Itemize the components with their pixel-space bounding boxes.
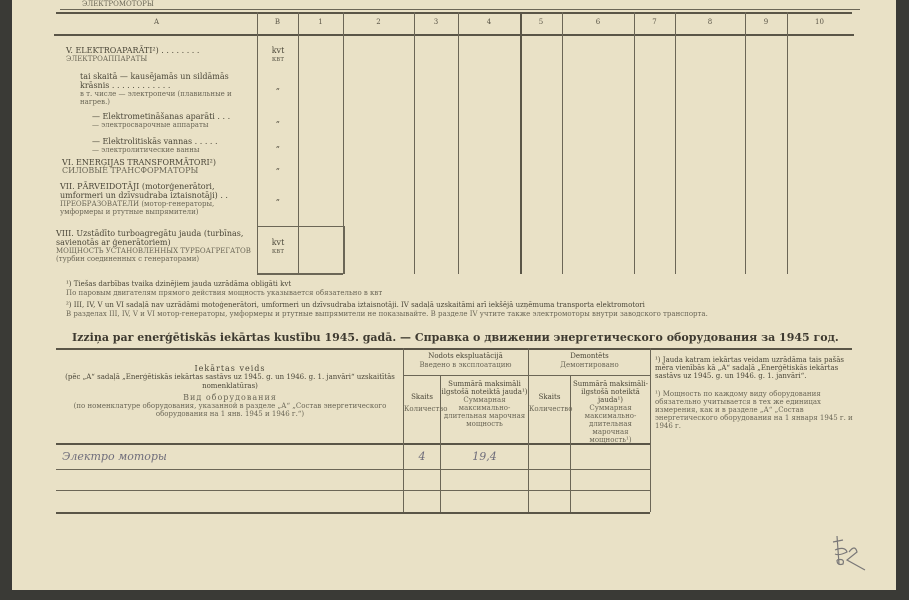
- col-header-9: 9: [763, 18, 769, 26]
- col-header-a: A: [153, 18, 160, 26]
- col-header-8: 8: [707, 18, 713, 26]
- row-electrolytic: — Elektrolitiskās vannas . . . . . — элек…: [92, 137, 218, 154]
- col-header-b: B: [274, 18, 281, 26]
- row-turbo-units: VIII. Uzstādīto turboagregātu jauda (tur…: [56, 229, 251, 263]
- equipment-type-header: Iekārtas veids (pēc „A“ sadaļā „Enerģēti…: [65, 364, 395, 418]
- footnote-2: ²) III, IV, V un VI sadaļā nav uzrādāmi …: [66, 301, 708, 318]
- document-page: [12, 0, 896, 590]
- dismantled-power-header: Summārā maksimāli-ilgstošā noteiktā jaud…: [572, 380, 649, 444]
- col-header-10: 10: [815, 18, 824, 26]
- col-header-4: 4: [486, 18, 492, 26]
- side-note-lv: ¹) Jauda katram iekārtas veidam uzrādāma…: [655, 356, 844, 380]
- row-converters: VII. PĀRVEIDOTĀJI (motorģenerātori, umfo…: [60, 182, 228, 216]
- row-transformers: VI. ENERĢIJAS TRANSFORMĀTORI²) СИЛОВЫЕ ТР…: [62, 158, 216, 175]
- section-title: Izziņa par enerģētiskās iekārtas kustību…: [72, 331, 839, 344]
- commissioned-count-header: Skaits Количество: [404, 393, 448, 413]
- equipment-type-value: Электро моторы: [62, 450, 167, 463]
- footnote-1: ¹) Tiešas darbības tvaika dzinējiem jaud…: [66, 280, 383, 297]
- dismantled-header: Demontēts Демонтировано: [560, 352, 619, 369]
- cut-row-label: ЭЛЕКТРОМОТОРЫ: [82, 0, 154, 8]
- commissioned-count-value: 4: [418, 450, 426, 463]
- row-electroapparatus: V. ELEKTROAPARĀTI²) . . . . . . . . ЭЛЕКТ…: [66, 46, 200, 63]
- col-header-7: 7: [652, 18, 657, 26]
- row-welding: — Elektrometināšanas aparāti . . . — элек…: [92, 112, 231, 129]
- col-header-5: 5: [538, 18, 544, 26]
- commissioned-power-header: Summārā maksimāli ilgstošā noteiktā jaud…: [441, 380, 528, 428]
- row-furnaces: tai skaitā — kausējamās un sildāmās krās…: [80, 72, 232, 106]
- dismantled-count-header: Skaits Количество: [529, 393, 573, 413]
- col-header-2: 2: [376, 18, 381, 26]
- col-header-6: 6: [595, 18, 601, 26]
- signature: [832, 535, 866, 571]
- commissioned-power-value: 19,4: [472, 450, 497, 463]
- col-header-3: 3: [433, 18, 439, 26]
- col-header-1: 1: [318, 18, 323, 26]
- commissioned-header: Nodots ekspluatācijā Введено в эксплоатац…: [419, 352, 512, 369]
- side-note-ru: ¹) Мощность по каждому виду оборудования…: [655, 390, 853, 430]
